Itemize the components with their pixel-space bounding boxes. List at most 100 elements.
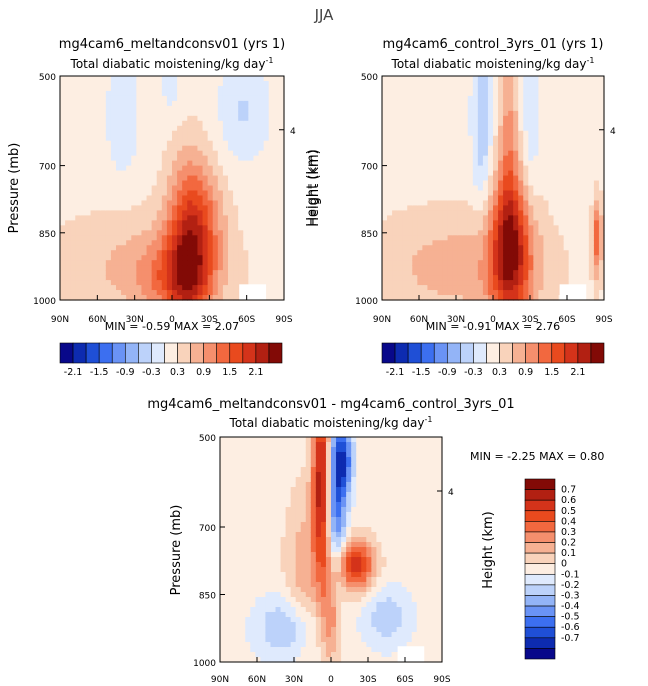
heatmap-cell <box>245 557 251 563</box>
heatmap-cell <box>382 255 388 261</box>
heatmap-cell <box>273 200 280 207</box>
heatmap-cell <box>238 90 244 97</box>
heatmap-cell <box>558 220 565 226</box>
heatmap-cell <box>121 285 127 291</box>
heatmap-cell <box>503 135 509 142</box>
heatmap-cell <box>548 275 555 281</box>
heatmap-cell <box>593 145 600 152</box>
heatmap-cell <box>238 220 244 226</box>
heatmap-cell <box>447 210 454 216</box>
heatmap-cell <box>207 290 214 296</box>
y-axis-label-right: Height (km) <box>305 149 320 226</box>
heatmap-cell <box>593 105 600 112</box>
heatmap-cell <box>482 150 489 157</box>
heatmap-cell <box>407 295 413 301</box>
heatmap-cell <box>265 452 272 458</box>
heatmap-cell <box>220 482 226 488</box>
heatmap-cell <box>250 437 256 443</box>
heatmap-cell <box>146 190 153 197</box>
heatmap-cell <box>141 90 148 97</box>
heatmap-cell <box>105 280 112 286</box>
heatmap-cell <box>523 165 529 172</box>
heatmap-cell <box>387 155 393 162</box>
heatmap-cell <box>387 280 393 286</box>
heatmap-cell <box>116 165 122 172</box>
heatmap-cell <box>518 120 524 127</box>
heatmap-cell <box>192 240 199 246</box>
heatmap-cell <box>310 512 317 518</box>
heatmap-cell <box>121 230 127 236</box>
heatmap-cell <box>116 180 122 187</box>
heatmap-cell <box>65 190 71 197</box>
heatmap-cell <box>250 557 256 563</box>
heatmap-cell <box>248 100 255 107</box>
heatmap-cell <box>116 80 122 87</box>
heatmap-cell <box>437 235 444 241</box>
heatmap-cell <box>192 135 199 142</box>
heatmap-cell <box>397 295 403 301</box>
heatmap-cell <box>228 250 234 256</box>
heatmap-cell <box>225 512 231 518</box>
heatmap-cell <box>528 125 534 132</box>
heatmap-cell <box>487 180 494 187</box>
heatmap-cell <box>452 285 459 291</box>
heatmap-cell <box>593 140 600 147</box>
heatmap-cell <box>513 200 519 207</box>
heatmap-cell <box>151 115 158 122</box>
heatmap-cell <box>166 95 173 102</box>
heatmap-cell <box>95 125 102 132</box>
heatmap-cell <box>105 270 112 276</box>
heatmap-cell <box>588 90 595 97</box>
heatmap-cell <box>151 285 158 291</box>
heatmap-cell <box>151 135 158 142</box>
heatmap-cell <box>392 105 398 112</box>
heatmap-cell <box>233 160 239 167</box>
heatmap-cell <box>498 140 504 147</box>
heatmap-cell <box>260 617 267 623</box>
heatmap-cell <box>387 95 393 102</box>
heatmap-cell <box>573 240 580 246</box>
heatmap-cell <box>315 632 322 638</box>
heatmap-cell <box>315 587 322 593</box>
heatmap-cell <box>110 235 117 241</box>
heatmap-cell <box>427 250 434 256</box>
heatmap-cell <box>95 165 102 172</box>
heatmap-cell <box>583 190 590 197</box>
heatmap-cell <box>273 76 280 82</box>
heatmap-cell <box>417 160 423 167</box>
heatmap-cell <box>523 185 529 192</box>
heatmap-cell <box>187 115 193 122</box>
heatmap-cell <box>290 462 297 468</box>
heatmap-cell <box>161 185 168 192</box>
heatmap-cell <box>387 180 393 187</box>
heatmap-cell <box>243 150 249 157</box>
heatmap-cell <box>250 457 256 463</box>
heatmap-cell <box>187 90 193 97</box>
heatmap-cell <box>593 195 600 202</box>
heatmap-cell <box>166 85 173 92</box>
heatmap-cell <box>482 145 489 152</box>
heatmap-cell <box>305 652 312 658</box>
heatmap-cell <box>217 185 224 192</box>
heatmap-cell <box>320 507 327 513</box>
heatmap-cell <box>197 240 204 246</box>
heatmap-cell <box>166 295 173 301</box>
heatmap-cell <box>417 175 423 182</box>
heatmap-cell <box>310 437 317 443</box>
heatmap-cell <box>498 180 504 187</box>
heatmap-cell <box>116 160 122 167</box>
heatmap-cell <box>116 115 122 122</box>
heatmap-cell <box>467 275 474 281</box>
colorbar-tick-label: 0.9 <box>518 367 533 378</box>
heatmap-cell <box>243 100 249 107</box>
heatmap-cell <box>220 497 226 503</box>
heatmap-cell <box>300 587 307 593</box>
heatmap-cell <box>110 210 117 216</box>
heatmap-cell <box>177 140 183 147</box>
heatmap-cell <box>467 185 474 192</box>
heatmap-cell <box>90 100 97 107</box>
heatmap-cell <box>202 115 209 122</box>
heatmap-cell <box>432 125 439 132</box>
heatmap-cell <box>95 190 102 197</box>
heatmap-cell <box>131 90 137 97</box>
